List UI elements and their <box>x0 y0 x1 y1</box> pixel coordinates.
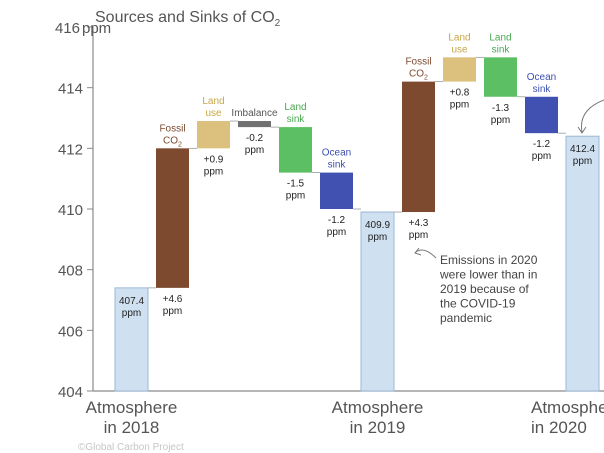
y-tick-label: 408 <box>58 263 83 280</box>
unit-label: ppm <box>122 308 141 319</box>
bar-atm-2019 <box>360 211 395 392</box>
bar-fossil-2020 <box>402 81 435 213</box>
x-group-label: Atmosphere <box>531 398 604 417</box>
unit-label: ppm <box>327 227 346 238</box>
unit-label: ppm <box>573 156 592 167</box>
bar-fossil-2019 <box>156 148 189 288</box>
unit-label: ppm <box>204 166 223 177</box>
y-tick-label: 406 <box>58 323 83 340</box>
x-group-label: in 2018 <box>104 418 160 437</box>
annotation-text: pandemic <box>440 311 492 325</box>
category-label: CO2 <box>163 135 182 148</box>
category-label: Ocean <box>527 72 556 83</box>
value-label: +4.3 <box>409 218 429 229</box>
bar-imbalance-2019 <box>238 121 271 128</box>
category-label: Imbalance <box>231 108 278 119</box>
unit-label: ppm <box>532 151 551 162</box>
category-label: Land <box>284 102 306 113</box>
y-tick-label: 414 <box>58 81 83 98</box>
annotation-arrow-right <box>580 99 604 133</box>
value-label: -1.3 <box>492 103 510 114</box>
annotation-arrowhead-left <box>414 247 422 256</box>
category-label: Land <box>489 32 511 43</box>
value-label: -1.2 <box>533 139 551 150</box>
unit-label: ppm <box>286 191 305 202</box>
value-label: +0.8 <box>450 88 470 99</box>
y-tick-label: 410 <box>58 202 83 219</box>
value-label: +4.6 <box>163 294 183 305</box>
category-label: Land <box>202 96 224 107</box>
x-group-label: Atmosphere <box>86 398 178 417</box>
bar-oceansink-2019 <box>320 172 353 209</box>
bar-oceansink-2020 <box>525 96 558 134</box>
value-label: -0.2 <box>246 133 264 144</box>
value-label: -1.5 <box>287 179 305 190</box>
x-group-label: Atmosphere <box>332 398 424 417</box>
bar-landuse-2020 <box>443 57 476 82</box>
unit-label: ppm <box>163 306 182 317</box>
y-unit-label: ppm <box>82 20 111 37</box>
bar-atm-2018 <box>114 287 149 392</box>
bar-landsink-2019 <box>279 127 312 173</box>
category-label: sink <box>533 84 552 95</box>
unit-label: ppm <box>245 145 264 156</box>
x-group-label: in 2019 <box>350 418 406 437</box>
value-label: -1.2 <box>328 215 346 226</box>
unit-label: ppm <box>450 100 469 111</box>
category-label: use <box>451 44 468 55</box>
category-label: Fossil <box>405 57 431 68</box>
chart-title: Sources and Sinks of CO2 <box>95 9 281 29</box>
value-label: 407.4 <box>119 296 144 307</box>
value-label: 412.4 <box>570 144 595 155</box>
annotation-text: 2019 because of <box>440 282 529 296</box>
category-label: sink <box>328 160 347 171</box>
unit-label: ppm <box>409 230 428 241</box>
credit-text: ©Global Carbon Project <box>78 442 184 453</box>
y-tick-label: 416 <box>55 20 80 37</box>
value-label: +0.9 <box>204 154 224 165</box>
category-label: Ocean <box>322 148 351 159</box>
annotation-text: the COVID-19 <box>440 297 516 311</box>
y-tick-label: 404 <box>58 384 83 401</box>
x-group-label: in 2020 <box>531 418 587 437</box>
category-label: use <box>205 108 222 119</box>
category-label: CO2 <box>409 69 428 82</box>
category-label: Fossil <box>159 123 185 134</box>
category-label: Land <box>448 32 470 43</box>
bar-landuse-2019 <box>197 121 230 149</box>
annotation-arrowhead-right <box>577 126 587 134</box>
annotation-text: were lower than in <box>439 268 537 282</box>
unit-label: ppm <box>491 115 510 126</box>
value-label: 409.9 <box>365 220 390 231</box>
annotation-text: Emissions in 2020 <box>440 253 538 267</box>
y-tick-label: 412 <box>58 141 83 158</box>
bar-atm-2020 <box>565 135 600 392</box>
category-label: sink <box>492 44 511 55</box>
unit-label: ppm <box>368 232 387 243</box>
category-label: sink <box>287 114 306 125</box>
bar-landsink-2020 <box>484 57 517 97</box>
annotation-arrow-left <box>415 249 437 259</box>
